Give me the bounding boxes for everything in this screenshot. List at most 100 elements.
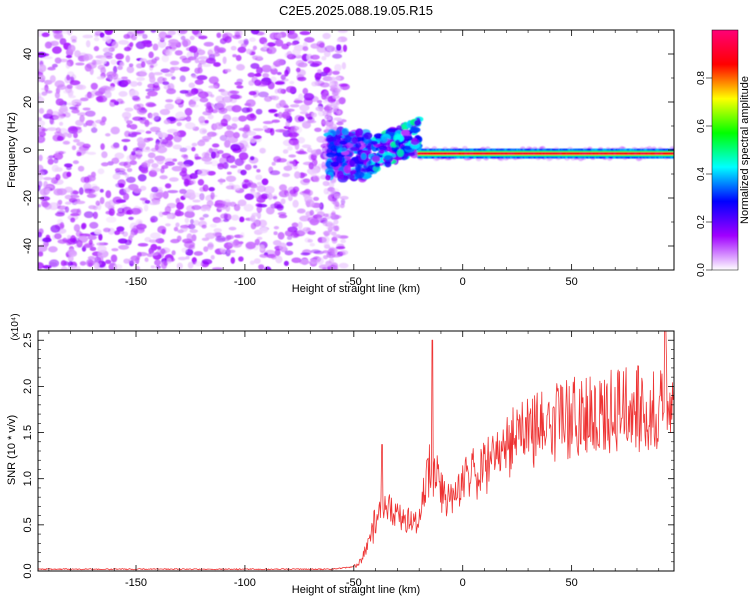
spectrogram-cell bbox=[265, 206, 275, 215]
spectrogram-cell bbox=[185, 189, 195, 197]
spectrogram-cell bbox=[276, 71, 282, 76]
spectrogram-cell bbox=[322, 267, 327, 270]
spectrogram-cell bbox=[239, 216, 245, 223]
spectrogram-cell bbox=[206, 131, 217, 137]
spectrogram-cell bbox=[216, 47, 227, 54]
spectrogram-cell bbox=[76, 239, 83, 248]
spectrogram-cell bbox=[147, 158, 155, 164]
spectrogram-cell bbox=[65, 54, 73, 59]
spectrogram-cell bbox=[274, 81, 286, 85]
spectrogram-cell bbox=[154, 144, 159, 151]
spectrogram-cell bbox=[190, 179, 196, 185]
spectrogram-cell bbox=[414, 119, 421, 127]
spectrogram-cell bbox=[278, 214, 288, 219]
spectrogram-cell bbox=[157, 132, 168, 138]
snr-y-ticks: 0.0 0.5 1.0 1.5 2.0 2.5 bbox=[22, 333, 674, 579]
y-tick-label: 0.0 bbox=[22, 563, 34, 578]
spectrogram-cell bbox=[218, 107, 228, 114]
spectrogram-cell bbox=[334, 63, 342, 72]
spectrogram-cell bbox=[38, 262, 44, 270]
spectrogram-cell bbox=[186, 233, 193, 241]
spectrogram-cell bbox=[212, 52, 221, 57]
spectrogram-cell bbox=[305, 199, 315, 208]
spectrogram-cell bbox=[180, 225, 188, 233]
spectrogram-cell bbox=[310, 249, 321, 254]
spectrogram-cell bbox=[193, 219, 200, 226]
spectrogram-cell bbox=[189, 104, 200, 108]
spectrogram-cell bbox=[250, 62, 260, 70]
spectrogram-cell bbox=[163, 49, 169, 54]
spectrogram-cell bbox=[249, 113, 255, 119]
spectrogram-cell bbox=[62, 237, 68, 243]
spectrogram-cell bbox=[64, 112, 71, 118]
spectrogram-cell bbox=[335, 192, 340, 200]
spectrogram-cell bbox=[319, 82, 330, 88]
spectrogram-cell bbox=[123, 192, 130, 201]
spectrogram-cell bbox=[117, 65, 123, 71]
spectrogram-cell bbox=[267, 81, 275, 90]
spectrogram-cell bbox=[43, 177, 53, 181]
spectrogram-cell bbox=[396, 125, 403, 131]
spectrogram-cell bbox=[124, 107, 134, 112]
spectrogram-cell bbox=[340, 238, 346, 244]
spectrogram-cell bbox=[119, 100, 125, 105]
spectrogram-cell bbox=[210, 191, 215, 200]
spectrogram-cell bbox=[267, 192, 273, 201]
spectrogram-cell bbox=[66, 84, 73, 89]
spectrogram-cell bbox=[227, 249, 236, 254]
spectrogram-cell bbox=[75, 62, 85, 66]
spectrogram-cell bbox=[101, 151, 108, 159]
spectrogram-cell bbox=[128, 216, 134, 220]
spectrogram-cell bbox=[191, 234, 197, 242]
spectrogram-cell bbox=[304, 37, 315, 43]
spectrogram-cell bbox=[277, 231, 285, 240]
spectrogram-cell bbox=[84, 188, 93, 192]
spectrogram-cell bbox=[171, 250, 176, 256]
spectrogram-cell bbox=[334, 225, 340, 232]
spectrogram-cell bbox=[166, 202, 177, 209]
spectrogram-cell bbox=[329, 81, 335, 87]
spectrogram-cell bbox=[38, 51, 47, 58]
spectrogram-cell bbox=[46, 127, 58, 131]
spectrogram-cell bbox=[39, 196, 51, 201]
spectrogram-cell bbox=[327, 221, 334, 228]
spectrogram-cell bbox=[178, 30, 188, 35]
spectrogram-cell bbox=[332, 70, 340, 75]
spectrogram-cell bbox=[38, 204, 42, 208]
spectrogram-cell bbox=[307, 238, 313, 243]
y-tick-label: 20 bbox=[22, 96, 34, 108]
spectrogram-cell bbox=[97, 95, 108, 103]
spectrogram-cell bbox=[105, 133, 111, 137]
spectrogram-cell bbox=[214, 219, 224, 223]
spectrogram-cell bbox=[294, 115, 303, 123]
spectrogram-cell bbox=[340, 83, 350, 91]
spectrogram-cell bbox=[323, 116, 332, 121]
spectrogram-cell bbox=[293, 126, 303, 134]
snr-y-multiplier: (x10⁴) bbox=[10, 313, 21, 340]
spectrogram-cell bbox=[264, 68, 271, 72]
spectrogram-cell bbox=[237, 199, 247, 207]
spectrogram-cell bbox=[194, 79, 204, 85]
spectrogram-cell bbox=[254, 73, 262, 77]
spectrogram-cell bbox=[62, 140, 71, 145]
spectrogram-cell bbox=[197, 140, 206, 147]
spectrogram-cell bbox=[302, 87, 309, 95]
spectrogram-cell bbox=[136, 251, 148, 257]
spectrogram-cell bbox=[164, 73, 174, 77]
spectrogram-cell bbox=[203, 41, 214, 47]
spectrogram-cell bbox=[279, 242, 287, 251]
spectrogram-cell bbox=[176, 262, 183, 270]
spectrogram-cell bbox=[363, 132, 373, 140]
spectrogram-cell bbox=[409, 126, 421, 133]
spectrogram-cell bbox=[252, 135, 262, 140]
spectrogram-cell bbox=[70, 217, 76, 223]
spectrogram-cell bbox=[50, 40, 59, 47]
spectrogram-cell bbox=[345, 174, 356, 180]
spectrogram-cell bbox=[179, 147, 188, 153]
spectrogram-cell bbox=[47, 158, 54, 165]
spectrogram-cell bbox=[264, 266, 272, 270]
spectrogram-cell bbox=[211, 148, 219, 152]
spectrogram-cell bbox=[73, 224, 81, 232]
spectrogram-cell bbox=[247, 72, 256, 78]
spectrogram-cell bbox=[235, 54, 242, 62]
